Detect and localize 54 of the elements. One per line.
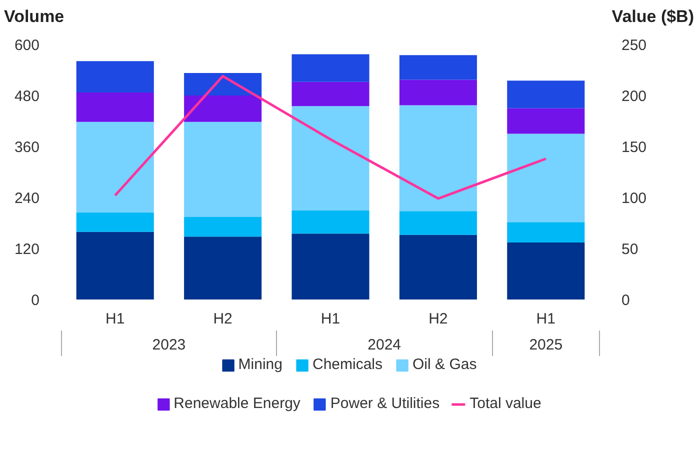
x-tick-label: H2 [428,310,448,328]
y-tick-label: 600 [14,37,40,54]
legend-label: Power & Utilities [330,395,440,412]
bar [292,210,370,234]
bar [507,222,585,243]
bar [184,217,262,237]
y-tick-label: 360 [14,139,40,156]
bar [184,96,262,122]
line-series [114,75,548,200]
legend-label: Chemicals [312,356,383,374]
bar [184,122,262,218]
text: 2023 [152,336,186,354]
legend-label: Oil & Gas [412,356,477,374]
bar [292,82,370,106]
x-tick-label: H2 [213,310,232,328]
bar [507,134,585,222]
bar [507,80,585,109]
y2-tick-label: 50 [622,241,638,258]
x-tick-label: H1 [320,310,340,328]
bar [399,106,477,212]
bar [507,108,585,134]
y-tick-label: 240 [14,190,40,208]
bar [399,235,477,300]
bar [76,92,154,122]
y-tick-label: 120 [14,241,40,258]
bar [292,234,370,300]
bar [184,236,262,300]
bar [292,106,370,211]
bar [292,54,370,82]
bar [184,73,262,96]
y2-tick-label: 200 [622,88,647,106]
y-tick-label: 0 [31,292,40,310]
bar [399,55,477,80]
bar [76,212,154,232]
y2-tick-label: 250 [622,37,647,54]
y2-axis-title: Value ($B) [612,6,694,28]
y2-tick-label: 100 [622,190,647,208]
bar [507,242,585,300]
y2-tick-label: 0 [622,292,630,310]
y-axis-title: Volume [4,6,64,28]
legend-label: Mining [238,356,282,374]
bar [399,80,477,106]
y-tick-label: 480 [14,88,40,106]
text: 2025 [529,336,563,354]
text: 2024 [368,336,402,354]
legend-label: Renewable Energy [174,395,300,412]
x-tick-label: H1 [536,310,556,328]
bar [76,232,154,300]
x-tick-label: H1 [106,310,125,328]
bar [76,61,154,93]
legend-label: Total value [470,395,542,412]
bar [399,211,477,236]
bar [76,122,154,213]
y2-tick-label: 150 [622,139,647,156]
